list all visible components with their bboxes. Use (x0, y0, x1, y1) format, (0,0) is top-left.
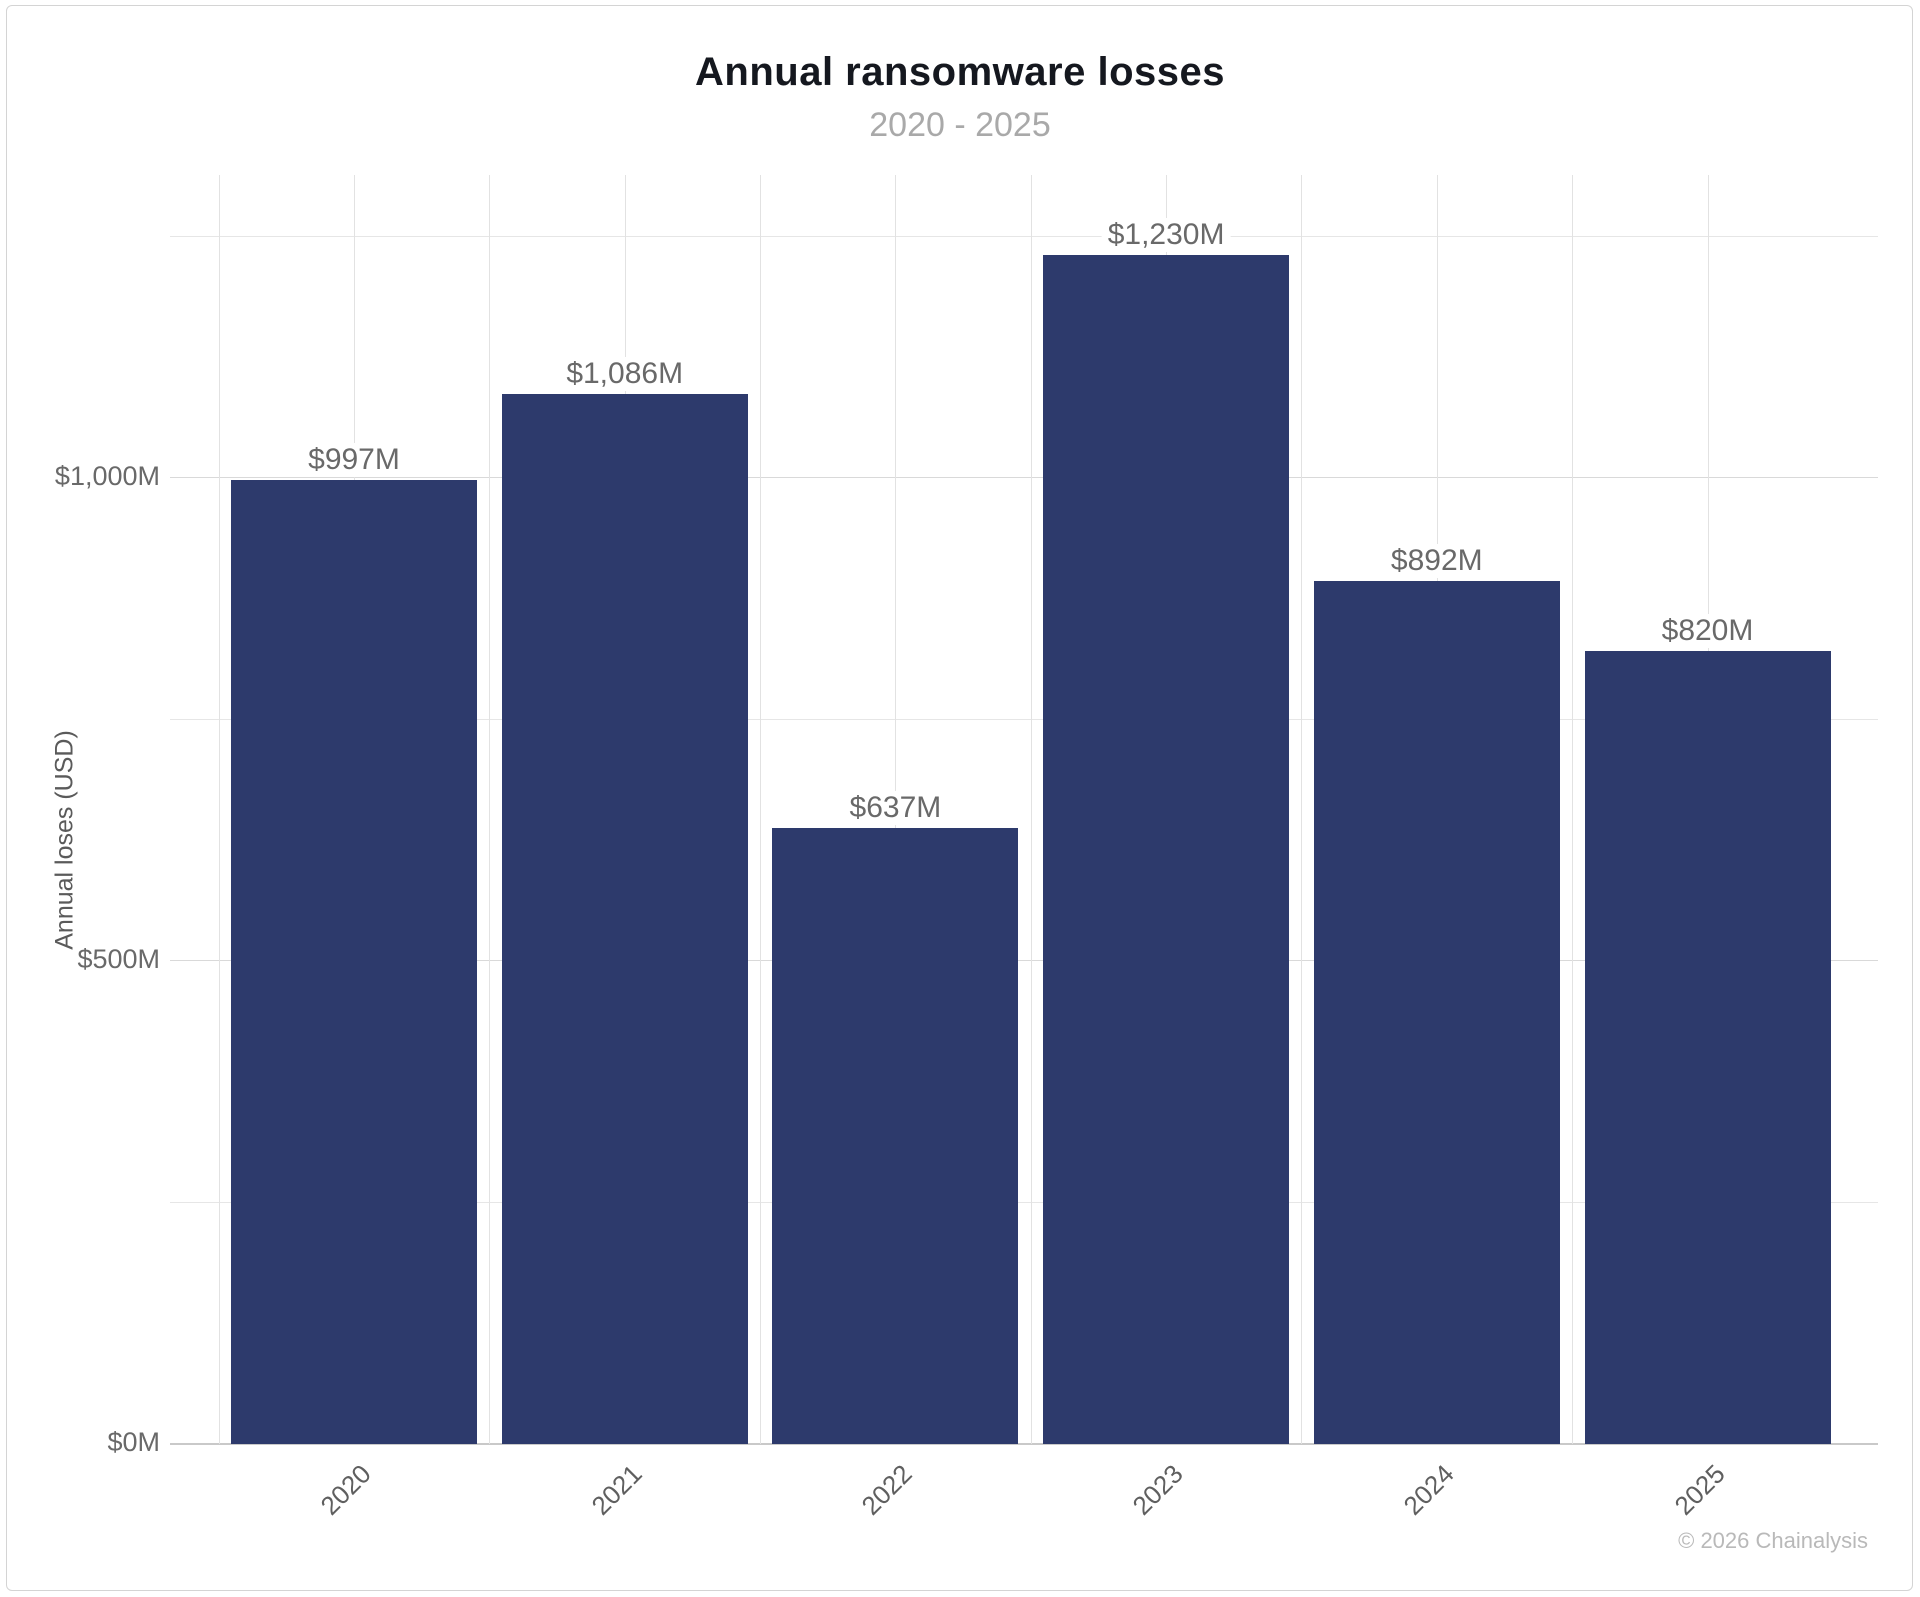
bar-2025 (1584, 650, 1831, 1444)
bar-2021 (501, 393, 748, 1444)
y-tick-label: $500M (77, 943, 160, 974)
x-tick-label-2021: 2021 (585, 1458, 648, 1521)
bar-value-label-2025: $820M (1655, 613, 1760, 648)
bar-value-label-2021: $1,086M (560, 356, 690, 391)
x-gridline (1301, 175, 1303, 1444)
x-tick-label-2023: 2023 (1126, 1458, 1189, 1521)
y-gridline-minor (170, 235, 1878, 237)
x-tick-label-2025: 2025 (1668, 1458, 1731, 1521)
x-axis-baseline (170, 1443, 1878, 1445)
x-gridline (218, 175, 220, 1444)
bar-2022 (772, 827, 1019, 1444)
y-gridline-major (170, 477, 1878, 478)
y-tick-label: $1,000M (54, 460, 160, 491)
x-tick-label-2022: 2022 (855, 1458, 919, 1521)
x-gridline (1572, 175, 1574, 1444)
bar-value-label-2022: $637M (843, 790, 948, 825)
bar-value-label-2024: $892M (1384, 544, 1489, 579)
x-gridline (489, 175, 491, 1444)
y-gridline-minor (170, 718, 1878, 720)
y-axis-title: Annual loses (USD) (50, 730, 79, 950)
bar-value-label-2023: $1,230M (1101, 217, 1231, 252)
chart-title: Annual ransomware losses (695, 50, 1225, 94)
bar-2024 (1313, 581, 1560, 1444)
bar-2023 (1043, 254, 1290, 1444)
x-gridline (760, 175, 762, 1444)
x-tick-label-2024: 2024 (1397, 1458, 1460, 1521)
x-tick-label-2020: 2020 (314, 1458, 377, 1521)
y-tick-label: $0M (107, 1426, 160, 1457)
chart-subtitle: 2020 - 2025 (869, 106, 1051, 144)
bar-2020 (231, 479, 477, 1444)
y-gridline-major (170, 960, 1878, 961)
y-gridline-minor (170, 1201, 1878, 1203)
x-gridline (1030, 175, 1032, 1444)
bar-value-label-2020: $997M (302, 442, 406, 477)
copyright-note: © 2026 Chainalysis (1678, 1528, 1868, 1553)
